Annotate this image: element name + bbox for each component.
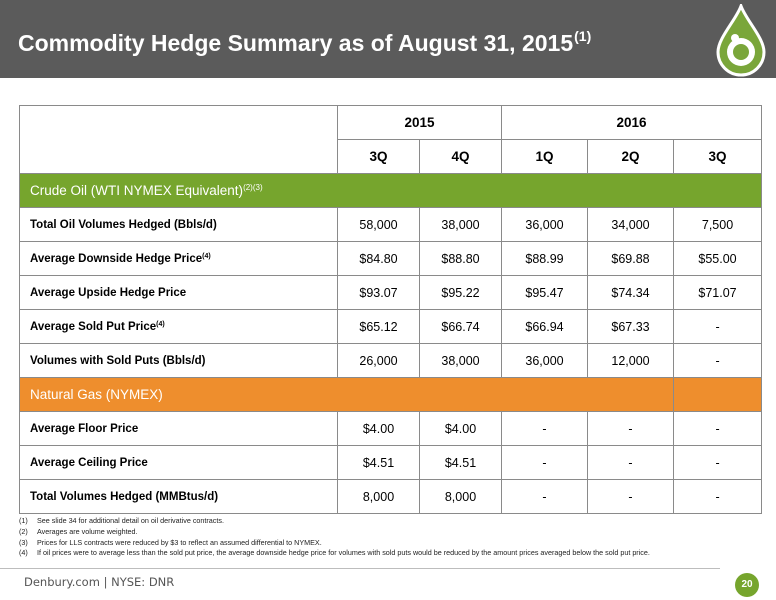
table-cell: 58,000 [337,207,420,242]
table-cell: - [673,411,763,446]
table-cell: 38,000 [418,207,503,242]
row-label: Volumes with Sold Puts (Bbls/d) [19,343,338,378]
row-label: Average Downside Hedge Price(4) [19,241,338,276]
gas-section-header: Natural Gas (NYMEX) [18,377,763,412]
footnote-text: See slide 34 for additional detail on oi… [37,516,224,525]
table-cell: 7,500 [673,207,763,242]
row-label: Total Oil Volumes Hedged (Bbls/d) [19,207,338,242]
table-row: Average Upside Hedge Price $93.07 $95.22 $9… [19,275,763,310]
footnote-number: (3) [19,537,28,547]
title-footnote-ref: (1) [574,28,592,44]
table-cell: $88.99 [501,241,589,276]
table-cell: - [501,479,589,514]
footnote-text: If oil prices were to average less than … [37,548,650,558]
table-cell: $4.51 [418,445,503,480]
row-label: Average Floor Price [19,411,338,446]
oil-section-header: Crude Oil (WTI NYMEX Equivalent)(2)(3) [18,173,763,208]
gas-section-empty-cell [673,377,763,412]
table-cell: - [587,411,675,446]
page-number-badge: 20 [735,573,759,597]
table-cell: $71.07 [673,275,763,310]
table-cell: 36,000 [501,207,589,242]
table-cell: - [673,343,763,378]
table-cell: - [673,309,763,344]
table-cell: - [501,411,589,446]
year-2015-header: 2015 [336,105,503,140]
table-cell: $84.80 [337,241,420,276]
footnotes: (1) See slide 34 for additional detail on… [19,516,764,559]
footnote: (4) If oil prices were to average less th… [19,548,764,559]
hedge-summary-table: 2015 2016 3Q 4Q 1Q 2Q 3Q Crude Oil (WTI … [18,105,763,514]
table-cell: - [587,479,675,514]
table-cell: - [501,445,589,480]
table-cell: - [673,445,763,480]
quarter-header: 1Q [501,139,589,174]
table-cell: 8,000 [337,479,420,514]
year-2016-header: 2016 [501,105,763,140]
row-label: Average Upside Hedge Price [19,275,338,310]
table-cell: 38,000 [418,343,503,378]
row-label: Total Volumes Hedged (MMBtus/d) [19,479,338,514]
footer-site-ticker: Denbury.com | NYSE: DNR [24,575,175,589]
footer-divider [0,568,720,569]
table-cell: 12,000 [587,343,675,378]
table-cell: 36,000 [501,343,589,378]
row-label: Average Sold Put Price(4) [19,309,338,344]
year-header-row: 2015 2016 [19,105,763,174]
table-cell: 34,000 [587,207,675,242]
table-cell: $4.00 [337,411,420,446]
table-cell: - [673,479,763,514]
table-cell: $4.00 [418,411,503,446]
footnote-text: Averages are volume weighted. [37,526,138,536]
table-cell: 26,000 [337,343,420,378]
table-row: Average Downside Hedge Price(4) $84.80 $88… [19,241,763,276]
oil-section-title: Crude Oil (WTI NYMEX Equivalent)(2)(3) [18,173,763,208]
table-cell: $4.51 [337,445,420,480]
quarter-header-row: 3Q 4Q 1Q 2Q 3Q [20,139,763,174]
table-row: Total Oil Volumes Hedged (Bbls/d) 58,000 3… [19,207,763,242]
table-cell: $95.22 [418,275,503,310]
table-cell: $93.07 [337,275,420,310]
footnote: (3) Prices for LLS contracts were reduced… [19,538,764,549]
footnote-number: (1) [19,516,28,525]
table-row: Average Sold Put Price(4) $65.12 $66.74 $66… [19,309,763,344]
quarter-header: 4Q [418,139,503,174]
table-cell: $55.00 [673,241,763,276]
table-row: Average Floor Price $4.00 $4.00- - - [19,411,763,446]
table-cell: 8,000 [418,479,503,514]
quarter-header: 2Q [587,139,675,174]
slide-header: Commodity Hedge Summary as of August 31,… [0,0,776,78]
quarter-header: 3Q [673,139,763,174]
footnote: (2) Averages are volume weighted. [19,527,764,538]
oil-drop-logo-icon [716,4,766,77]
slide-title: Commodity Hedge Summary as of August 31,… [18,28,592,56]
table-cell: $66.74 [418,309,503,344]
footnote-number: (4) [19,548,28,558]
footnote-number: (2) [19,526,28,536]
table-cell: $74.34 [587,275,675,310]
table-row: Average Ceiling Price $4.51 $4.51- - - [19,445,763,480]
row-label: Average Ceiling Price [19,445,338,480]
table-cell: $66.94 [501,309,589,344]
table-cell: $69.88 [587,241,675,276]
table-cell: $67.33 [587,309,675,344]
table-cell: - [587,445,675,480]
header-blank-cell [19,105,338,174]
table-row: Volumes with Sold Puts (Bbls/d) 26,000 38,… [19,343,763,378]
table-cell: $88.80 [418,241,503,276]
table-cell: $95.47 [501,275,589,310]
quarter-header: 3Q [337,139,420,174]
table-row: Total Volumes Hedged (MMBtus/d) 8,000 8,00… [19,479,763,514]
hedge-table-container: 2015 2016 3Q 4Q 1Q 2Q 3Q Crude Oil (WTI … [18,105,763,514]
table-cell: $65.12 [337,309,420,344]
gas-section-title: Natural Gas (NYMEX) [18,377,675,412]
footnote-text: Prices for LLS contracts were reduced by… [37,537,322,547]
footnote: (1) See slide 34 for additional detail on… [19,516,764,527]
